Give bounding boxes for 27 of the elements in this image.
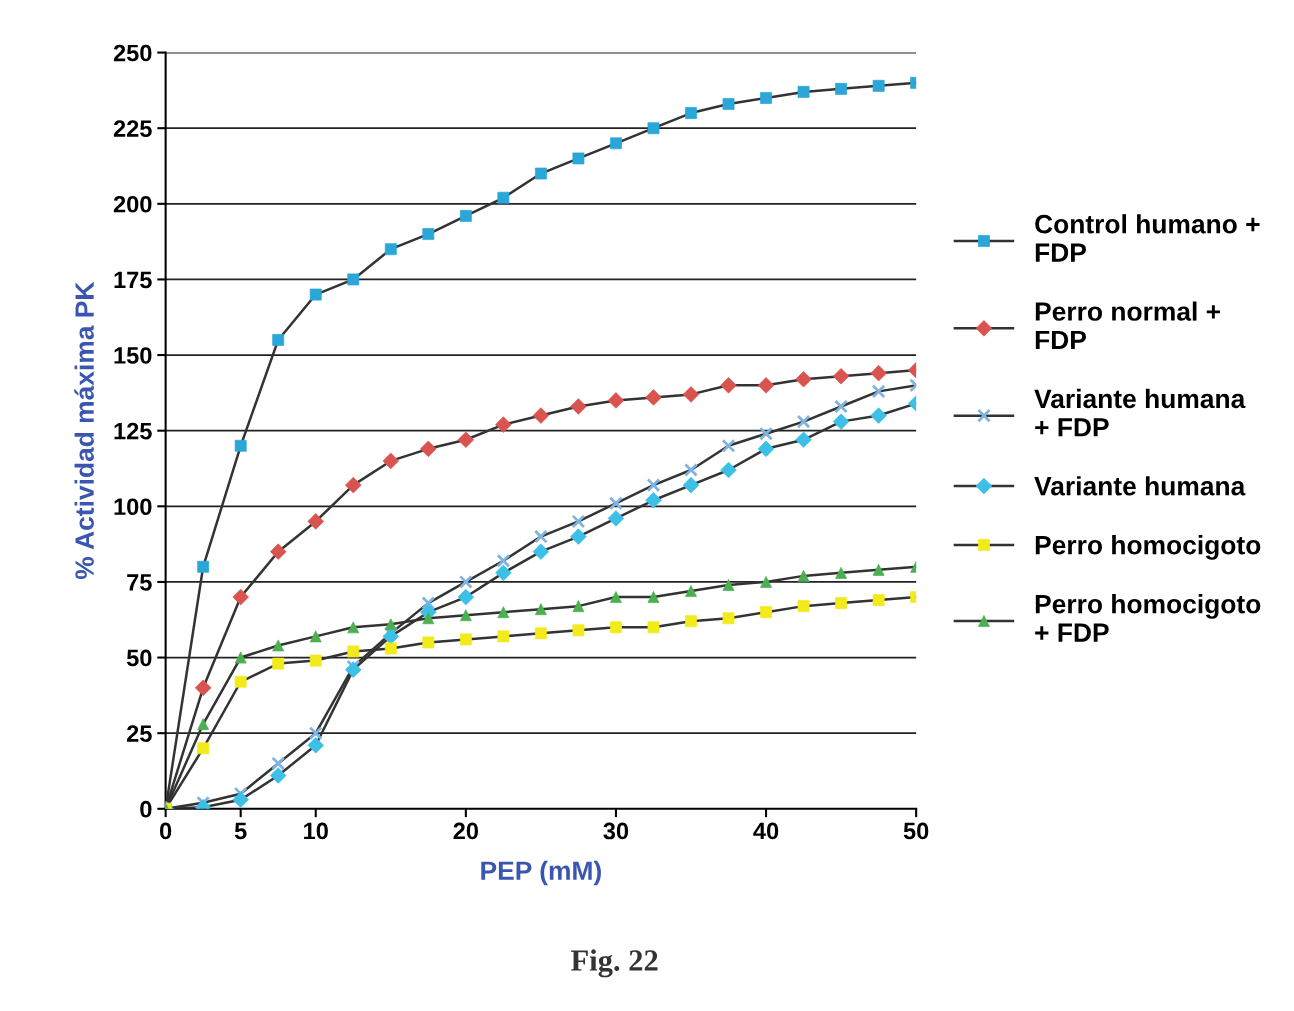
y-tick-label: 175 <box>114 271 152 289</box>
legend-label: Perro homocigoto <box>1035 535 1261 560</box>
y-tick-label: 75 <box>127 574 152 591</box>
y-tick-label: 200 <box>113 195 152 213</box>
y-axis-title: % Actividad máxima PK <box>74 281 94 580</box>
x-tick-label: 50 <box>903 822 929 840</box>
x-tick-label: 20 <box>453 822 478 840</box>
x-tick-label: 40 <box>753 822 779 840</box>
y-tick-label: 0 <box>140 800 152 818</box>
y-tick-label: 25 <box>127 725 152 742</box>
legend-label: Variante humana + FDP <box>1034 388 1246 437</box>
legend-label: Variante humana <box>1034 476 1246 496</box>
y-tick-label: 125 <box>114 422 152 440</box>
caption: Fig. 22 <box>571 949 658 978</box>
x-tick-label: 5 <box>234 822 247 840</box>
x-tick-label: 30 <box>603 822 629 840</box>
y-tick-label: 150 <box>114 347 152 364</box>
legend-label: Control humano + FDP <box>1035 214 1260 262</box>
x-tick-label: 0 <box>160 822 172 840</box>
legend-label: Perro homocigoto + FDP <box>1035 594 1261 642</box>
y-tick-label: 250 <box>113 44 152 62</box>
x-axis-title: PEP (mM) <box>481 860 601 886</box>
y-tick-label: 225 <box>113 120 152 137</box>
x-tick-label: 10 <box>304 822 328 840</box>
legend-label: Perro normal + FDP <box>1035 301 1220 350</box>
y-tick-label: 50 <box>126 649 152 667</box>
y-tick-label: 100 <box>114 498 152 516</box>
